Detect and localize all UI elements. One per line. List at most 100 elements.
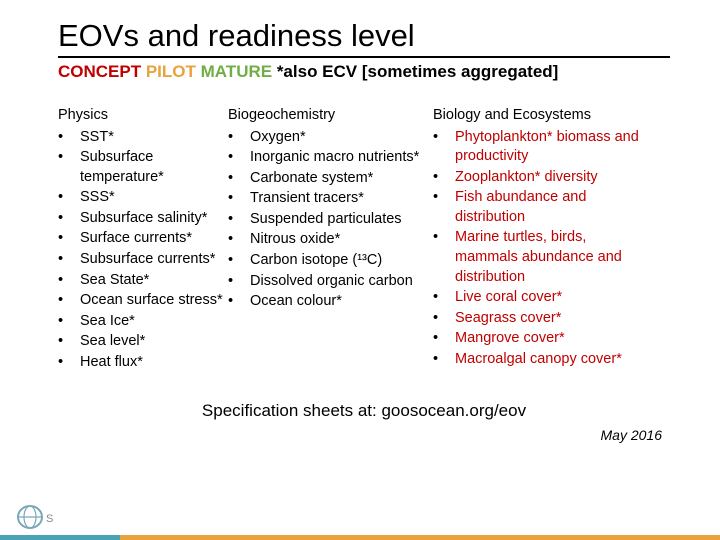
item-text: Dissolved organic carbon bbox=[250, 272, 433, 292]
list-item: •Subsurface currents* bbox=[58, 250, 228, 270]
bullet-icon: • bbox=[433, 309, 455, 329]
bullet-icon: • bbox=[433, 350, 455, 370]
list-item: •Surface currents* bbox=[58, 229, 228, 249]
biology-list: •Phytoplankton* biomass and productivity… bbox=[433, 128, 643, 370]
item-text: Sea State* bbox=[80, 271, 228, 291]
biology-column: Biology and Ecosystems •Phytoplankton* b… bbox=[433, 106, 643, 373]
bullet-icon: • bbox=[228, 292, 250, 312]
ecv-note: *also ECV [sometimes aggregated] bbox=[272, 62, 558, 81]
bullet-icon: • bbox=[58, 250, 80, 270]
bullet-icon: • bbox=[58, 312, 80, 332]
physics-list: •SST*•Subsurface temperature*•SSS*•Subsu… bbox=[58, 128, 228, 373]
item-text: Ocean surface stress* bbox=[80, 291, 228, 311]
list-item: •Subsurface temperature* bbox=[58, 148, 228, 187]
bullet-icon: • bbox=[58, 353, 80, 373]
bullet-icon: • bbox=[58, 229, 80, 249]
mature-label: MATURE bbox=[196, 62, 272, 81]
item-text: Subsurface salinity* bbox=[80, 209, 228, 229]
list-item: •Fish abundance and distribution bbox=[433, 188, 643, 227]
item-text: Sea Ice* bbox=[80, 312, 228, 332]
list-item: •Sea level* bbox=[58, 332, 228, 352]
item-text: Surface currents* bbox=[80, 229, 228, 249]
bullet-icon: • bbox=[58, 332, 80, 352]
bullet-icon: • bbox=[228, 189, 250, 209]
list-item: •Heat flux* bbox=[58, 353, 228, 373]
item-text: Phytoplankton* biomass and productivity bbox=[455, 128, 643, 167]
list-item: •SSS* bbox=[58, 188, 228, 208]
bullet-icon: • bbox=[58, 188, 80, 208]
biology-heading: Biology and Ecosystems bbox=[433, 106, 643, 126]
list-item: •Transient tracers* bbox=[228, 189, 433, 209]
physics-column: Physics •SST*•Subsurface temperature*•SS… bbox=[58, 106, 228, 373]
item-text: Inorganic macro nutrients* bbox=[250, 148, 433, 168]
item-text: Sea level* bbox=[80, 332, 228, 352]
item-text: SSS* bbox=[80, 188, 228, 208]
item-text: Mangrove cover* bbox=[455, 329, 643, 349]
list-item: •Dissolved organic carbon bbox=[228, 272, 433, 292]
bullet-icon: • bbox=[58, 291, 80, 311]
list-item: •Carbon isotope (¹³C) bbox=[228, 251, 433, 271]
list-item: •Zooplankton* diversity bbox=[433, 168, 643, 188]
concept-label: CONCEPT bbox=[58, 62, 141, 81]
bullet-icon: • bbox=[433, 288, 455, 308]
bullet-icon: • bbox=[228, 210, 250, 230]
bullet-icon: • bbox=[58, 209, 80, 229]
item-text: Suspended particulates bbox=[250, 210, 433, 230]
list-item: •Phytoplankton* biomass and productivity bbox=[433, 128, 643, 167]
biogeochemistry-column: Biogeochemistry •Oxygen*•Inorganic macro… bbox=[228, 106, 433, 373]
list-item: •Carbonate system* bbox=[228, 169, 433, 189]
item-text: Oxygen* bbox=[250, 128, 433, 148]
physics-heading: Physics bbox=[58, 106, 228, 126]
subtitle: CONCEPT PILOT MATURE *also ECV [sometime… bbox=[58, 62, 670, 82]
bullet-icon: • bbox=[433, 188, 455, 208]
item-text: SST* bbox=[80, 128, 228, 148]
list-item: •Suspended particulates bbox=[228, 210, 433, 230]
list-item: •Nitrous oxide* bbox=[228, 230, 433, 250]
item-text: Subsurface currents* bbox=[80, 250, 228, 270]
list-item: •Ocean colour* bbox=[228, 292, 433, 312]
bullet-icon: • bbox=[58, 128, 80, 148]
bullet-icon: • bbox=[433, 128, 455, 148]
bullet-icon: • bbox=[228, 230, 250, 250]
item-text: Macroalgal canopy cover* bbox=[455, 350, 643, 370]
pilot-label: PILOT bbox=[141, 62, 196, 81]
list-item: •Oxygen* bbox=[228, 128, 433, 148]
biogeochemistry-list: •Oxygen*•Inorganic macro nutrients*•Carb… bbox=[228, 128, 433, 312]
item-text: Transient tracers* bbox=[250, 189, 433, 209]
bullet-icon: • bbox=[228, 251, 250, 271]
date-line: May 2016 bbox=[58, 427, 670, 443]
list-item: •SST* bbox=[58, 128, 228, 148]
item-text: Zooplankton* diversity bbox=[455, 168, 643, 188]
item-text: Marine turtles, birds, mammals abundance… bbox=[455, 228, 643, 287]
item-text: Nitrous oxide* bbox=[250, 230, 433, 250]
list-item: •Ocean surface stress* bbox=[58, 291, 228, 311]
spec-link-line: Specification sheets at: goosocean.org/e… bbox=[58, 401, 670, 421]
bullet-icon: • bbox=[228, 148, 250, 168]
item-text: Carbonate system* bbox=[250, 169, 433, 189]
list-item: •Marine turtles, birds, mammals abundanc… bbox=[433, 228, 643, 287]
biogeochemistry-heading: Biogeochemistry bbox=[228, 106, 433, 126]
bullet-icon: • bbox=[58, 148, 80, 168]
bullet-icon: • bbox=[433, 168, 455, 188]
bullet-icon: • bbox=[228, 272, 250, 292]
bullet-icon: • bbox=[228, 128, 250, 148]
footer-bar bbox=[0, 535, 720, 540]
list-item: •Subsurface salinity* bbox=[58, 209, 228, 229]
item-text: Subsurface temperature* bbox=[80, 148, 228, 187]
bullet-icon: • bbox=[58, 271, 80, 291]
bullet-icon: • bbox=[228, 169, 250, 189]
list-item: •Macroalgal canopy cover* bbox=[433, 350, 643, 370]
goos-logo: S bbox=[16, 504, 72, 530]
list-item: •Inorganic macro nutrients* bbox=[228, 148, 433, 168]
columns-container: Physics •SST*•Subsurface temperature*•SS… bbox=[58, 106, 670, 373]
slide-title: EOVs and readiness level bbox=[58, 18, 670, 54]
list-item: •Live coral cover* bbox=[433, 288, 643, 308]
bullet-icon: • bbox=[433, 329, 455, 349]
list-item: •Mangrove cover* bbox=[433, 329, 643, 349]
item-text: Heat flux* bbox=[80, 353, 228, 373]
item-text: Ocean colour* bbox=[250, 292, 433, 312]
item-text: Fish abundance and distribution bbox=[455, 188, 643, 227]
list-item: •Sea Ice* bbox=[58, 312, 228, 332]
svg-text:S: S bbox=[46, 513, 53, 525]
bullet-icon: • bbox=[433, 228, 455, 248]
